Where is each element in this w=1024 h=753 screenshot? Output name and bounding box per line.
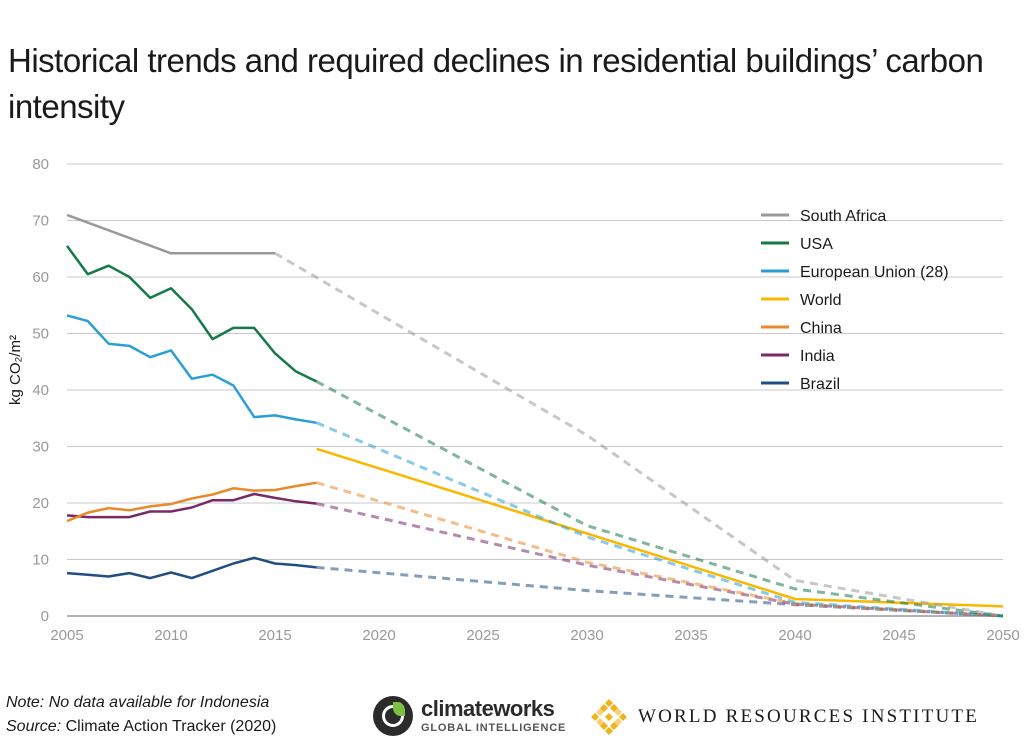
legend-label: European Union (28) (800, 264, 949, 281)
series-line-south-africa (66, 213, 275, 255)
series-line-world (316, 447, 1004, 608)
x-tick-label: 2025 (466, 627, 499, 644)
climateworks-logo: climateworks GLOBAL INTELLIGENCE (373, 694, 566, 738)
legend-label: USA (800, 236, 833, 253)
footer-note: Note: No data available for Indonesia (6, 694, 270, 711)
x-tick-label: 2030 (570, 627, 603, 644)
x-tick-label: 2040 (778, 627, 811, 644)
y-tick-label: 20 (32, 495, 49, 512)
series-line-european-union-28 (66, 314, 317, 425)
x-tick-label: 2035 (674, 627, 707, 644)
legend-label: World (800, 292, 842, 309)
chart-title: Historical trends and required declines … (8, 42, 984, 125)
legend-label: India (800, 348, 835, 365)
wri-icon (591, 699, 627, 735)
series-line-china-projection (316, 481, 1004, 618)
x-tick-label: 2005 (50, 627, 83, 644)
y-tick-label: 10 (32, 552, 49, 569)
y-tick-label: 50 (32, 326, 49, 343)
x-tick-label: 2010 (154, 627, 187, 644)
x-axis-ticks: 2005 2010 2015 2020 2025 2030 2035 2040 2045 2050 (50, 627, 1019, 644)
x-tick-label: 2020 (362, 627, 395, 644)
source-label: Source: (6, 718, 62, 735)
series-line-china (66, 481, 317, 523)
series-line-south-africa-projection (274, 252, 1004, 618)
y-tick-label: 60 (32, 269, 49, 286)
series-line-brazil (66, 556, 317, 580)
series-lines (65, 213, 1004, 618)
climateworks-icon (373, 696, 413, 736)
series-line-india (66, 492, 317, 519)
x-tick-label: 2050 (986, 627, 1019, 644)
legend-label: Brazil (800, 376, 840, 393)
y-tick-label: 40 (32, 382, 49, 399)
series-line-usa (65, 245, 318, 383)
y-tick-label: 30 (32, 439, 49, 456)
footer-source: Source: Climate Action Tracker (2020) (6, 715, 276, 739)
series-line-usa-projection (315, 380, 1004, 618)
series-line-india-projection (316, 502, 1004, 618)
wri-logo: WORLD RESOURCES INSTITUTE (590, 698, 979, 736)
x-tick-label: 2015 (258, 627, 291, 644)
legend: South Africa USA European Union (28) World C… (761, 208, 949, 393)
climateworks-name: climateworks (421, 696, 555, 721)
y-tick-label: 70 (32, 213, 49, 230)
y-axis-ticks: 0 10 20 30 40 50 60 70 80 (32, 156, 49, 625)
series-line-european-union-28-projection (316, 421, 1004, 618)
y-tick-label: 0 (41, 608, 49, 625)
chart-footer: Note: No data available for Indonesia So… (6, 691, 276, 739)
wri-name: WORLD RESOURCES INSTITUTE (638, 706, 980, 727)
legend-label: South Africa (800, 208, 886, 225)
source-text: Climate Action Tracker (2020) (61, 718, 277, 735)
x-tick-label: 2045 (882, 627, 915, 644)
y-tick-label: 80 (32, 156, 49, 173)
climateworks-subtitle: GLOBAL INTELLIGENCE (421, 722, 567, 734)
legend-label: China (800, 320, 842, 337)
y-axis-label: kg CO₂/m² (7, 335, 24, 405)
